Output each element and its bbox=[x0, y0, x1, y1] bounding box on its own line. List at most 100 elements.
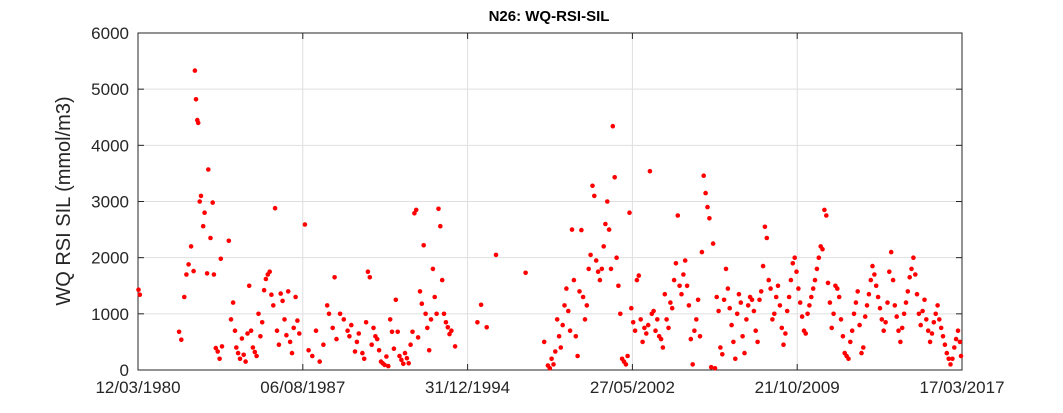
data-point bbox=[712, 366, 718, 371]
data-point bbox=[849, 328, 855, 334]
data-point bbox=[334, 336, 339, 342]
data-point bbox=[317, 359, 323, 364]
y-tick-label: 0 bbox=[120, 361, 129, 380]
data-point bbox=[447, 331, 452, 337]
data-point bbox=[428, 317, 434, 322]
data-point bbox=[250, 345, 256, 350]
data-point bbox=[603, 221, 608, 227]
data-point bbox=[725, 286, 731, 291]
data-point bbox=[809, 294, 814, 300]
data-point bbox=[851, 311, 857, 317]
data-point bbox=[310, 353, 315, 359]
y-tick-label: 6000 bbox=[91, 24, 129, 43]
data-point bbox=[768, 286, 773, 291]
data-point bbox=[197, 199, 202, 204]
data-point bbox=[890, 277, 896, 283]
data-point bbox=[347, 334, 352, 339]
data-point bbox=[371, 325, 376, 331]
data-point bbox=[734, 311, 740, 317]
data-point bbox=[911, 255, 916, 260]
data-point bbox=[677, 283, 682, 289]
data-point bbox=[888, 249, 894, 255]
data-point bbox=[666, 325, 671, 331]
data-point bbox=[681, 272, 686, 277]
data-point bbox=[820, 246, 825, 252]
data-point bbox=[644, 331, 649, 336]
data-point bbox=[731, 339, 736, 345]
data-point bbox=[831, 311, 836, 317]
data-point bbox=[688, 336, 694, 342]
data-point bbox=[590, 183, 595, 189]
data-point bbox=[259, 320, 265, 325]
data-point bbox=[445, 325, 451, 330]
data-point bbox=[907, 275, 912, 280]
data-point bbox=[803, 331, 808, 336]
data-point bbox=[218, 256, 224, 262]
data-point bbox=[597, 277, 603, 283]
data-point bbox=[792, 255, 797, 260]
data-point bbox=[718, 345, 723, 350]
data-point bbox=[640, 339, 645, 345]
data-point bbox=[184, 272, 189, 277]
data-point bbox=[948, 362, 953, 367]
data-point bbox=[369, 342, 375, 348]
data-point bbox=[386, 363, 391, 369]
data-point bbox=[729, 322, 734, 328]
data-point bbox=[664, 317, 669, 322]
data-point bbox=[814, 266, 820, 272]
data-point bbox=[645, 322, 651, 328]
data-point bbox=[376, 348, 382, 353]
data-point bbox=[269, 292, 274, 298]
data-point bbox=[186, 262, 191, 267]
data-point bbox=[742, 350, 747, 356]
data-point bbox=[805, 311, 810, 317]
data-point bbox=[612, 175, 617, 180]
data-point bbox=[707, 216, 712, 221]
data-point bbox=[391, 346, 397, 352]
data-point bbox=[592, 193, 597, 199]
data-point bbox=[835, 286, 840, 291]
data-point bbox=[866, 291, 872, 297]
data-point bbox=[723, 266, 729, 272]
data-point bbox=[745, 303, 751, 308]
data-point bbox=[692, 328, 697, 334]
data-point bbox=[363, 320, 369, 325]
data-point bbox=[772, 311, 777, 317]
data-point bbox=[200, 223, 206, 229]
data-point bbox=[764, 235, 770, 241]
data-point bbox=[566, 308, 571, 314]
data-point bbox=[824, 213, 829, 218]
data-point bbox=[762, 224, 768, 230]
data-point bbox=[777, 303, 783, 308]
chart-title: N26: WQ-RSI-SIL bbox=[489, 8, 610, 25]
data-point bbox=[857, 322, 862, 328]
data-point bbox=[239, 336, 245, 341]
data-point bbox=[721, 297, 727, 303]
data-point bbox=[957, 339, 963, 345]
data-point bbox=[627, 210, 632, 215]
data-point bbox=[905, 289, 911, 294]
data-point bbox=[953, 336, 959, 342]
data-point bbox=[927, 339, 933, 345]
data-point bbox=[341, 317, 347, 322]
data-point bbox=[695, 297, 701, 303]
y-tick-label: 4000 bbox=[91, 136, 129, 155]
data-point bbox=[699, 249, 705, 255]
data-point bbox=[191, 268, 196, 274]
data-point bbox=[651, 308, 656, 314]
data-point bbox=[356, 331, 362, 336]
data-point bbox=[885, 300, 890, 305]
data-point bbox=[384, 354, 389, 359]
data-point bbox=[280, 298, 285, 304]
data-point bbox=[608, 266, 614, 272]
data-point bbox=[182, 294, 187, 300]
data-point bbox=[775, 283, 781, 289]
data-point bbox=[361, 356, 367, 362]
data-point bbox=[232, 328, 238, 334]
data-point bbox=[415, 335, 421, 340]
data-point bbox=[937, 317, 942, 322]
data-point bbox=[493, 252, 499, 258]
data-point bbox=[219, 344, 225, 349]
